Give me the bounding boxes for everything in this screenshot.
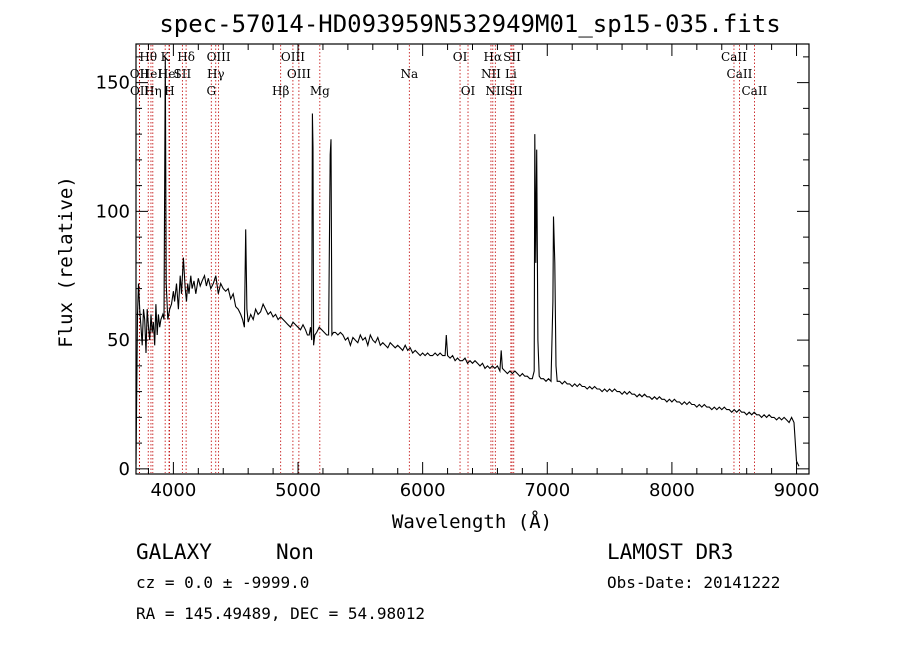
x-axis-label: Wavelength (Å) xyxy=(392,510,552,533)
line-marker-label-27: CaII xyxy=(727,67,753,81)
line-marker-label-9: SII xyxy=(174,67,192,81)
x-tick-label-0: 4000 xyxy=(150,480,196,501)
object-class: GALAXY xyxy=(136,540,212,564)
line-marker-label-20: Hα xyxy=(484,50,503,64)
x-tick-label-1: 5000 xyxy=(275,480,321,501)
line-marker-label-11: Hγ xyxy=(207,67,225,81)
line-marker-label-3: HeI xyxy=(140,67,163,81)
line-marker-label-17: Na xyxy=(400,67,418,81)
survey-name: LAMOST DR3 xyxy=(607,540,733,564)
object-subclass: Non xyxy=(276,540,314,564)
plot-frame xyxy=(135,43,810,475)
line-marker-label-13: OIII xyxy=(281,50,305,64)
line-marker-label-16: Mg xyxy=(310,84,330,98)
coordinates-text: RA = 145.49489, DEC = 54.98012 xyxy=(136,604,425,623)
line-marker-label-12: G xyxy=(206,84,216,98)
line-marker-label-25: SII xyxy=(505,84,523,98)
y-axis-ticks: 0 50 100 150 xyxy=(96,56,809,480)
line-marker-label-7: H xyxy=(164,84,174,98)
line-marker-label-26: CaII xyxy=(721,50,747,64)
x-tick-label-3: 7000 xyxy=(524,480,570,501)
line-marker-label-2: Hθ xyxy=(139,50,157,64)
x-axis-ticks: 4000 5000 6000 7000 8000 9000 xyxy=(147,44,820,501)
line-marker-label-21: SII xyxy=(503,50,521,64)
line-markers xyxy=(138,45,755,473)
line-marker-label-24: NII xyxy=(485,84,505,98)
line-marker-label-15: Hβ xyxy=(272,84,289,98)
x-tick-label-2: 6000 xyxy=(400,480,446,501)
line-marker-label-28: CaII xyxy=(741,84,767,98)
y-tick-label-3: 150 xyxy=(96,73,130,94)
chart-title: spec-57014-HD093959N532949M01_sp15-035.f… xyxy=(159,10,780,38)
x-tick-label-5: 9000 xyxy=(774,480,820,501)
x-tick-label-4: 8000 xyxy=(649,480,695,501)
line-marker-label-0: OII xyxy=(130,67,150,81)
line-marker-label-1: OII xyxy=(130,84,150,98)
line-marker-label-14: OIII xyxy=(287,67,311,81)
line-marker-label-22: NII xyxy=(481,67,501,81)
y-axis-label: Flux (relative) xyxy=(55,176,77,348)
line-marker-label-4: Hη xyxy=(144,84,162,98)
line-marker-label-23: Li xyxy=(505,67,517,81)
line-marker-label-6: HeI xyxy=(158,67,181,81)
line-marker-label-8: Hδ xyxy=(177,50,195,64)
y-tick-label-0: 0 xyxy=(119,459,130,480)
y-tick-label-1: 50 xyxy=(107,330,130,351)
redshift-text: cz = 0.0 ± -9999.0 xyxy=(136,573,309,592)
obs-date-text: Obs-Date: 20141222 xyxy=(607,573,780,592)
line-marker-label-10: OIII xyxy=(207,50,231,64)
flux-series-line xyxy=(135,56,800,467)
y-tick-label-2: 100 xyxy=(96,201,130,222)
line-marker-label-18: OI xyxy=(453,50,468,64)
line-marker-labels: OIIOIIHθHeIHηKHeIHHδSIIOIIIHγGOIIIOIIIHβ… xyxy=(130,50,768,98)
line-marker-label-19: OI xyxy=(461,84,476,98)
